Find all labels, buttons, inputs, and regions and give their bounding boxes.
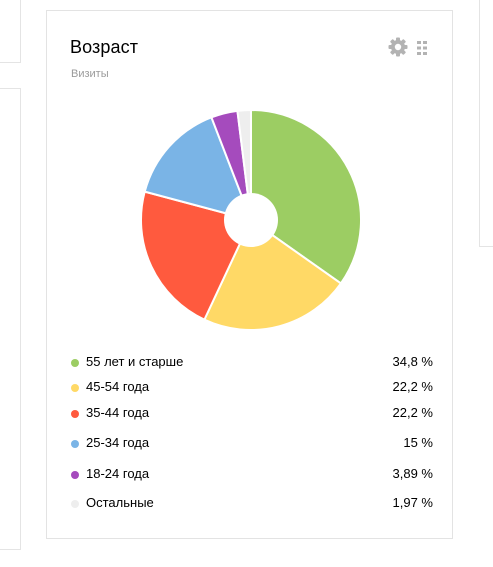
legend-color-dot: [71, 500, 79, 508]
legend-label: 18-24 года: [86, 466, 150, 481]
legend-value: 1,97 %: [392, 495, 433, 510]
legend-item[interactable]: 55 лет и старше 34,8 %: [71, 353, 433, 373]
chart-legend: 55 лет и старше 34,8 % 45-54 года 22,2 % 35-…: [47, 11, 452, 538]
legend-item[interactable]: 45-54 года 22,2 %: [71, 378, 433, 398]
legend-color-dot: [71, 384, 79, 392]
legend-value: 34,8 %: [392, 354, 433, 369]
widget-title: Возраст: [70, 37, 139, 57]
legend-label: 35-44 года: [86, 405, 150, 420]
legend-value: 22,2 %: [392, 379, 433, 394]
pie-slice-5[interactable]: [236, 110, 252, 221]
legend-color-dot: [71, 471, 79, 479]
age-pie-chart: [141, 110, 361, 330]
age-widget: Возраст Визиты: [46, 10, 453, 539]
legend-color-dot: [71, 440, 79, 448]
gear-icon[interactable]: [388, 37, 408, 57]
neighbour-widget-right: [479, 0, 493, 247]
legend-item[interactable]: Остальные 1,97 %: [71, 494, 433, 514]
legend-item[interactable]: 18-24 года 3,89 %: [71, 465, 433, 485]
pie-slice-2[interactable]: [141, 190, 253, 321]
legend-label: Остальные: [86, 495, 154, 510]
widget-subtitle: Визиты: [71, 68, 109, 80]
drag-handle-icon[interactable]: [416, 40, 428, 56]
neighbour-widget-top-left: [0, 0, 21, 63]
pie-slice-3[interactable]: [143, 116, 253, 222]
legend-label: 25-34 года: [86, 435, 150, 450]
legend-value: 15 %: [403, 435, 433, 450]
neighbour-widget-left: [0, 88, 21, 550]
legend-color-dot: [71, 359, 79, 367]
legend-item[interactable]: 25-34 года 15 %: [71, 434, 433, 454]
legend-value: 22,2 %: [392, 405, 433, 420]
legend-label: 45-54 года: [86, 379, 150, 394]
legend-color-dot: [71, 410, 79, 418]
legend-value: 3,89 %: [392, 466, 433, 481]
legend-label: 55 лет и старше: [86, 354, 184, 369]
legend-item[interactable]: 35-44 года 22,2 %: [71, 404, 433, 424]
pie-slice-0[interactable]: [250, 110, 361, 285]
pie-center-hole: [224, 193, 278, 247]
